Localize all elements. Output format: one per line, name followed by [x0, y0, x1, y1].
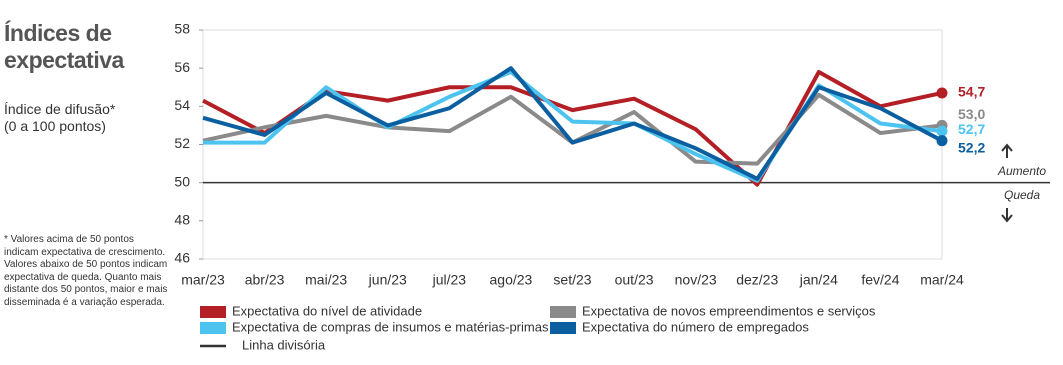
value-label: 53,0: [958, 106, 985, 122]
series-line: [202, 92, 943, 166]
x-tick-label: fev/24: [861, 272, 899, 288]
value-label: 52,7: [958, 121, 985, 137]
annotation: Aumento: [997, 164, 1046, 178]
value-label: 54,7: [958, 84, 985, 100]
end-dot: [936, 135, 948, 147]
x-tick-label: mai/23: [305, 272, 347, 288]
y-tick-label: 54: [174, 97, 190, 113]
series-line: [202, 66, 943, 181]
footnote: * Valores acima de 50 pontos indicam exp…: [4, 234, 168, 308]
x-tick-label: set/23: [553, 272, 591, 288]
legend-swatch: [550, 322, 576, 334]
legend-label: Expectativa do nível de atividade: [232, 303, 422, 318]
value-label: 52,2: [958, 139, 985, 155]
legend-label: Expectativa de novos empreendimentos e s…: [582, 303, 876, 318]
x-tick-label: jan/24: [799, 272, 838, 288]
series-line: [202, 69, 943, 187]
x-tick-label: out/23: [615, 272, 654, 288]
legend-label: Linha divisória: [242, 337, 326, 352]
annotation: Queda: [1004, 188, 1040, 202]
x-tick-label: dez/23: [736, 272, 778, 288]
end-dot: [936, 125, 948, 137]
x-tick-label: jun/23: [368, 272, 407, 288]
y-tick-label: 48: [174, 212, 190, 228]
x-tick-label: mar/24: [920, 272, 964, 288]
chart-subtitle: Índice de difusão* (0 a 100 pontos): [4, 101, 116, 134]
legend-swatch: [550, 306, 576, 318]
arrow-up: [1001, 143, 1013, 158]
arrow-down: [1001, 208, 1013, 223]
x-tick-label: jul/23: [432, 272, 467, 288]
series-line: [203, 69, 943, 183]
x-tick-label: abr/23: [245, 272, 285, 288]
x-tick-label: nov/23: [675, 272, 717, 288]
legend-swatch: [200, 322, 226, 334]
y-tick-label: 46: [174, 250, 190, 266]
y-tick-label: 56: [174, 59, 190, 75]
y-tick-label: 52: [174, 135, 190, 151]
y-tick-label: 50: [174, 173, 190, 189]
legend-label: Expectativa do número de empregados: [582, 319, 809, 334]
legend-swatch: [200, 306, 226, 318]
y-tick-label: 58: [174, 21, 190, 37]
chart-title: Índices de expectativa: [4, 20, 124, 73]
legend-label: Expectativa de compras de insumos e maté…: [232, 319, 549, 334]
end-dot: [936, 87, 948, 99]
x-tick-label: ago/23: [490, 272, 533, 288]
x-tick-label: mar/23: [181, 272, 225, 288]
